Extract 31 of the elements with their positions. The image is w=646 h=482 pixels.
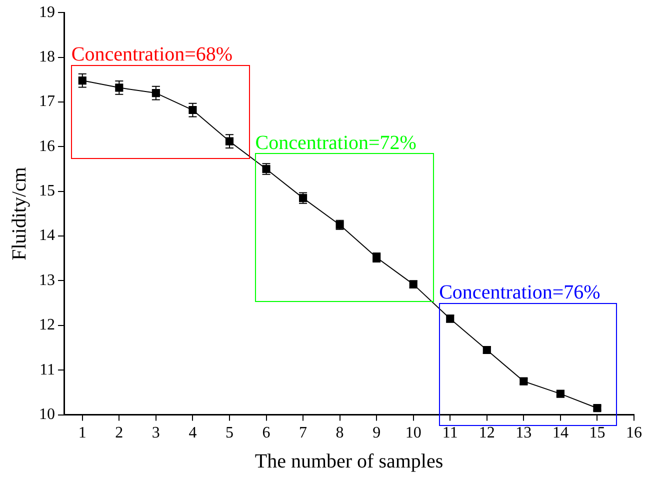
annotation: Concentration=72% <box>255 132 416 154</box>
y-tick-label: 18 <box>39 48 55 66</box>
x-tick-label: 14 <box>552 424 568 442</box>
y-tick-label: 19 <box>39 4 55 21</box>
x-tick-label: 2 <box>115 424 124 442</box>
x-tick-label: 7 <box>299 424 308 442</box>
x-tick-label: 3 <box>152 424 160 442</box>
x-tick-label: 11 <box>442 424 458 442</box>
y-tick-label: 13 <box>39 272 55 289</box>
y-tick-label: 16 <box>39 138 55 155</box>
x-tick-label: 16 <box>626 424 642 442</box>
x-axis-title: The number of samples <box>254 450 444 472</box>
x-tick-label: 8 <box>336 424 344 442</box>
annotation: Concentration=68% <box>71 44 233 66</box>
x-tick-label: 6 <box>262 424 270 442</box>
y-axis-title: Fluidity/cm <box>8 166 30 260</box>
x-tick-label: 13 <box>516 424 532 442</box>
x-tick-label: 5 <box>225 424 234 442</box>
y-tick-label: 17 <box>39 93 55 110</box>
y-tick-label: 15 <box>39 182 55 200</box>
x-tick-label: 4 <box>188 424 197 442</box>
x-tick-label: 12 <box>478 424 495 442</box>
y-tick-label: 14 <box>39 227 55 244</box>
x-tick-label: 10 <box>405 424 422 442</box>
y-tick-label: 11 <box>40 361 55 378</box>
y-tick-label: 12 <box>39 316 55 334</box>
x-tick-label: 15 <box>589 424 606 442</box>
y-tick-label: 10 <box>39 406 55 424</box>
x-tick-label: 9 <box>372 424 381 442</box>
x-tick-label: 1 <box>78 424 86 442</box>
annotation: Concentration=76% <box>439 282 600 304</box>
